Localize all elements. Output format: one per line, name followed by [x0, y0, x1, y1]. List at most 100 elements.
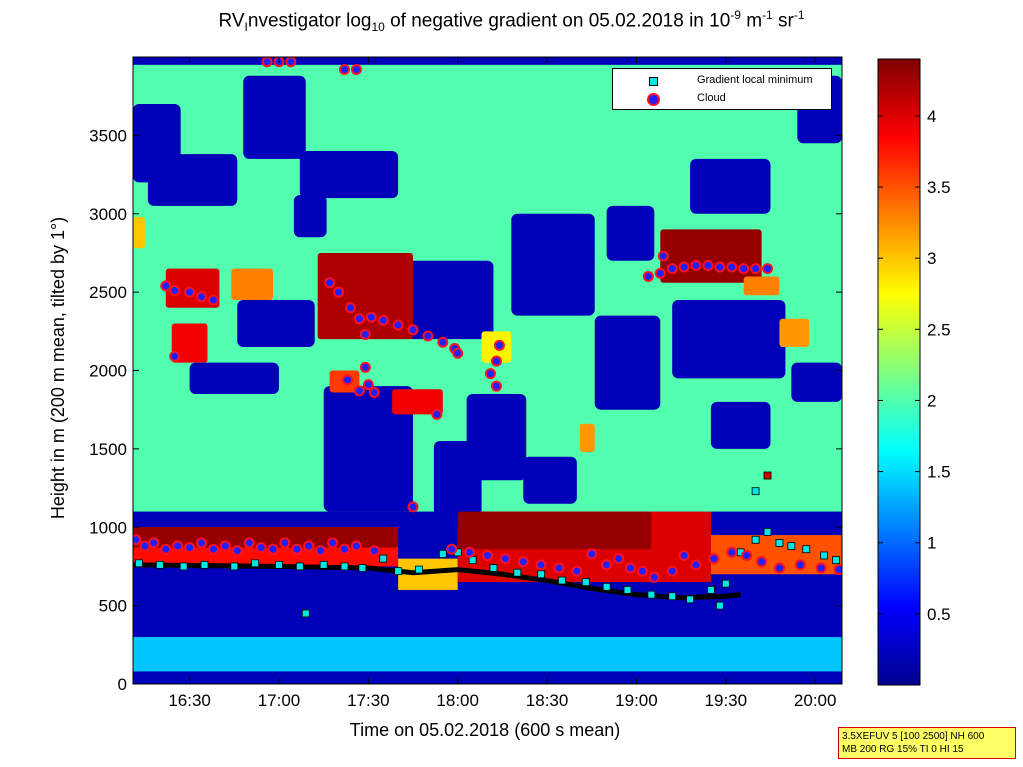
gradient-minimum-marker — [200, 560, 209, 569]
title-part2: of negative gradient on 05.02.2018 in 10 — [384, 10, 731, 32]
gradient-minimum-marker — [358, 564, 367, 572]
cloud-marker — [279, 537, 291, 549]
cloud-marker — [499, 553, 511, 565]
marker-layer — [133, 57, 842, 618]
cloud-marker — [773, 562, 785, 574]
highlight-marker — [763, 471, 772, 480]
heatmap-gap — [511, 213, 595, 316]
cloud-marker — [255, 542, 267, 554]
legend-entry-gradient: Gradient local minimum — [613, 73, 831, 89]
x-tick-label: 19:00 — [615, 691, 658, 710]
cloud-marker — [756, 556, 768, 568]
gradient-minimum-marker — [686, 595, 694, 604]
gradient-minimum-marker — [832, 556, 840, 565]
y-tick-label: 3000 — [89, 205, 127, 224]
gradient-minimum-marker — [438, 549, 447, 558]
gradient-minimum-marker — [668, 592, 677, 601]
cloud-marker — [160, 280, 172, 292]
cloud-marker — [750, 263, 762, 275]
y-tick-label: 1000 — [89, 518, 127, 537]
gradient-minimum-marker — [715, 601, 724, 610]
heatmap-gap — [606, 205, 655, 261]
heatmap-patch — [392, 389, 443, 415]
cloud-marker — [624, 562, 636, 574]
cloud-marker — [601, 559, 613, 571]
cloud-marker — [148, 537, 160, 549]
colorbar-tick-label: 3 — [927, 249, 936, 268]
gradient-minimum-marker — [340, 562, 349, 571]
cloud-marker — [344, 302, 356, 314]
cloud-marker — [490, 380, 502, 392]
cloud-marker — [613, 553, 625, 565]
legend-gradient-label: Gradient local minimum — [697, 74, 813, 86]
gradient-minimum-marker — [251, 559, 260, 568]
gradient-minimum-marker — [513, 568, 522, 577]
x-tick-label: 18:00 — [436, 691, 479, 710]
cloud-marker — [407, 324, 419, 336]
cloud-marker — [714, 261, 726, 273]
colorbar-tick-label: 1 — [927, 534, 936, 553]
settings-line-2: MB 200 RG 15% TI 0 HI 15 — [842, 744, 964, 755]
gradient-minimum-marker — [707, 586, 715, 594]
colorbar-tick-label: 2.5 — [927, 320, 951, 339]
cloud-marker — [666, 263, 678, 275]
cloud-marker — [446, 543, 458, 555]
colorbar-tick-label: 0.5 — [927, 605, 951, 624]
cloud-marker — [324, 277, 336, 289]
gradient-minimum-marker — [230, 562, 239, 571]
title-part4: sr — [772, 10, 794, 32]
title-prefix: RV — [218, 10, 245, 32]
settings-line-1: 3.5XEFUV 5 [100 2500] NH 600 — [842, 731, 985, 742]
colorbar-tick-label: 2 — [927, 391, 936, 410]
heatmap-patch — [743, 276, 780, 296]
cloud-marker — [207, 294, 219, 306]
cloud-marker — [666, 565, 678, 577]
cloud-marker — [219, 540, 231, 552]
gradient-minimum-marker — [537, 570, 546, 579]
cloud-marker — [437, 336, 449, 348]
cloud-marker — [359, 328, 371, 340]
cloud-marker — [493, 339, 505, 351]
cloud-marker — [708, 553, 720, 565]
gradient-minimum-marker — [558, 576, 566, 585]
cloud-marker — [464, 546, 476, 558]
colorbar — [877, 58, 921, 686]
y-tick-label: 0 — [118, 675, 127, 694]
cloud-marker — [422, 330, 434, 342]
cloud-marker — [833, 564, 842, 576]
gradient-minimum-marker — [602, 582, 611, 591]
cloud-marker — [327, 537, 339, 549]
cloud-marker — [285, 57, 297, 68]
title-sup3: -1 — [793, 8, 805, 22]
cloud-marker — [484, 368, 496, 380]
heatmap-gap — [710, 401, 771, 449]
heatmap-patch — [579, 423, 595, 453]
cloud-marker — [160, 543, 172, 555]
gradient-minimum-marker — [763, 528, 772, 536]
colorbar-tick-label: 1.5 — [927, 463, 951, 482]
x-tick-label: 17:00 — [258, 691, 301, 710]
gradient-minimum-marker — [179, 562, 188, 571]
cloud-marker — [207, 543, 219, 555]
heatmap-gap — [791, 362, 842, 402]
cloud-marker — [196, 291, 208, 303]
legend: Gradient local minimum Cloud — [612, 68, 832, 110]
heatmap-gap — [672, 299, 786, 379]
cloud-marker — [350, 64, 362, 76]
gradient-minimum-marker — [135, 559, 143, 568]
cloud-marker — [368, 545, 380, 557]
chart-title: RVInvestigator log10 of negative gradien… — [0, 8, 1023, 34]
cloud-marker — [353, 313, 365, 325]
gradient-minimum-marker — [751, 487, 760, 496]
gradient-minimum-marker — [295, 562, 304, 571]
cloud-marker — [392, 319, 404, 331]
cloud-marker — [794, 559, 806, 571]
gradient-minimum-marker — [787, 542, 796, 550]
cloud-marker — [535, 559, 547, 571]
heatmap-gap — [299, 151, 399, 199]
cloud-marker — [303, 540, 315, 552]
cloud-marker — [339, 543, 351, 555]
cloud-marker — [333, 286, 345, 298]
circle-marker-icon — [647, 93, 660, 106]
